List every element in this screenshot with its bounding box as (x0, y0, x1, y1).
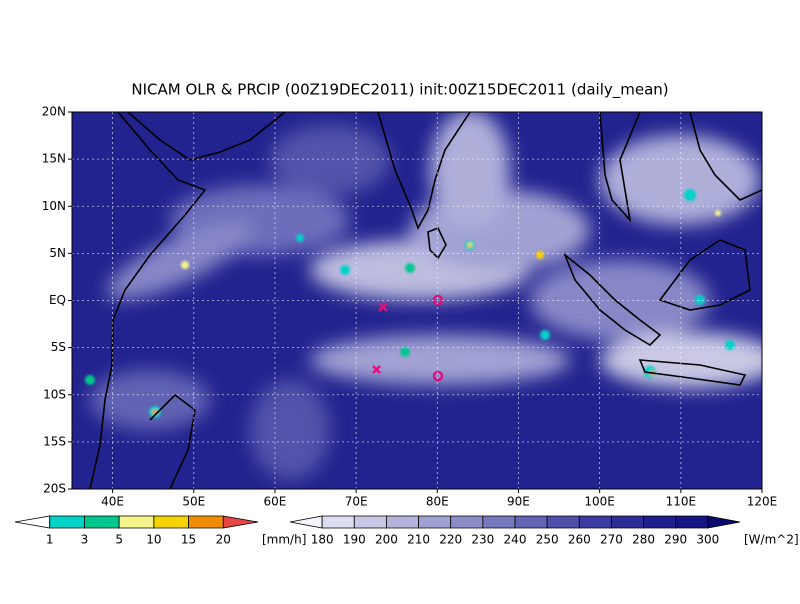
lat-label: 20S (43, 482, 66, 496)
olr-colorbar-label: 300 (696, 533, 719, 547)
olr-colorbar-swatch (546, 515, 580, 529)
lat-label: 5S (51, 340, 66, 354)
lon-label: 80E (426, 495, 449, 509)
olr-colorbar-swatch (321, 515, 355, 529)
lat-label: 10N (42, 199, 66, 213)
olr-colorbar-label: 190 (343, 533, 366, 547)
precip-colorbar-swatch (222, 515, 259, 529)
lon-label: 120E (747, 495, 778, 509)
lat-label: 5N (49, 246, 66, 260)
precip-colorbar-label: 3 (81, 533, 89, 547)
olr-colorbar-swatch (386, 515, 419, 529)
olr-colorbar-label: 270 (600, 533, 623, 547)
olr-colorbar-swatch (353, 515, 387, 529)
olr-colorbar-label: 180 (311, 533, 334, 547)
olr-colorbar-swatch (707, 515, 741, 529)
precip-colorbar-swatch (118, 515, 155, 529)
precip-colorbar-label: 15 (181, 533, 196, 547)
precip-colorbar-swatch (153, 515, 189, 529)
precip-colorbar-swatch (188, 515, 224, 529)
precip-colorbar-swatch (84, 515, 120, 529)
lon-label: 40E (101, 495, 124, 509)
lat-label: 15S (43, 434, 66, 448)
precip-colorbar-label: 1 (46, 533, 54, 547)
lat-label: 20N (42, 105, 66, 119)
olr-colorbar-swatch (514, 515, 548, 529)
lat-label: 10S (43, 387, 66, 401)
lon-label: 60E (264, 495, 287, 509)
olr-colorbar-swatch (578, 515, 612, 529)
olr-colorbar-label: 280 (632, 533, 655, 547)
olr-colorbar-label: 220 (439, 533, 462, 547)
olr-colorbar-label: 290 (664, 533, 687, 547)
olr-colorbar-swatch (289, 515, 323, 529)
coastlines (89, 112, 762, 489)
markers (372, 294, 444, 382)
precip-colorbar-swatch (14, 515, 51, 529)
lat-label: EQ (49, 293, 66, 307)
title: NICAM OLR & PRCIP (00Z19DEC2011) init:00… (131, 81, 668, 100)
precip-colorbar-label: 10 (146, 533, 161, 547)
olr-colorbar-swatch (643, 515, 677, 529)
olr-colorbar-label: 260 (568, 533, 591, 547)
olr-colorbar-swatch (675, 515, 709, 529)
olr-colorbar-label: 230 (471, 533, 494, 547)
olr-colorbar-label: 210 (407, 533, 430, 547)
map (72, 112, 762, 489)
precip-colorbar-label: 20 (216, 533, 231, 547)
olr-colorbar-swatch (418, 515, 452, 529)
lon-label: 110E (666, 495, 697, 509)
lon-label: 70E (345, 495, 368, 509)
lon-label: 90E (507, 495, 530, 509)
olr-colorbar-label: 200 (375, 533, 398, 547)
precip-colorbar-label: 5 (115, 533, 123, 547)
precip-colorbar-unit: [mm/h] (262, 533, 306, 547)
olr-colorbar-unit: [W/m^2] (744, 533, 799, 547)
olr-colorbar-label: 250 (536, 533, 559, 547)
olr-colorbar-swatch (611, 515, 644, 529)
olr-colorbar-swatch (482, 515, 516, 529)
lon-label: 50E (182, 495, 205, 509)
olr-colorbar-swatch (450, 515, 484, 529)
lat-label: 15N (42, 152, 66, 166)
precip-colorbar-swatch (49, 515, 85, 529)
olr-colorbar-label: 240 (504, 533, 527, 547)
lon-label: 100E (584, 495, 615, 509)
